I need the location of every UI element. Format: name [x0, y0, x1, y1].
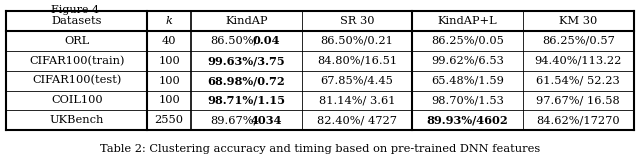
Text: 97.67%/ 16.58: 97.67%/ 16.58 [536, 95, 620, 106]
Text: 86.25%/0.57: 86.25%/0.57 [542, 36, 614, 46]
Text: Datasets: Datasets [52, 16, 102, 26]
Text: UKBench: UKBench [50, 115, 104, 125]
Text: 82.40%/ 4727: 82.40%/ 4727 [317, 115, 397, 125]
Text: 68.98%/0.72: 68.98%/0.72 [207, 75, 285, 86]
Text: Table 2: Clustering accuracy and timing based on pre-trained DNN features: Table 2: Clustering accuracy and timing … [100, 144, 540, 154]
Text: 89.67%/: 89.67%/ [210, 115, 257, 125]
Text: 2550: 2550 [155, 115, 184, 125]
Text: 84.62%/17270: 84.62%/17270 [536, 115, 620, 125]
Text: ORL: ORL [64, 36, 90, 46]
Text: 86.50%/0.21: 86.50%/0.21 [321, 36, 394, 46]
Text: 100: 100 [158, 76, 180, 86]
Text: 4034: 4034 [250, 115, 282, 126]
Text: 86.25%/0.05: 86.25%/0.05 [431, 36, 504, 46]
Text: 61.54%/ 52.23: 61.54%/ 52.23 [536, 76, 620, 86]
Text: k: k [166, 16, 173, 26]
Text: KindAP+L: KindAP+L [438, 16, 497, 26]
Text: 81.14%/ 3.61: 81.14%/ 3.61 [319, 95, 395, 106]
Text: 84.80%/16.51: 84.80%/16.51 [317, 56, 397, 66]
Text: 65.48%/1.59: 65.48%/1.59 [431, 76, 504, 86]
Text: KindAP: KindAP [225, 16, 268, 26]
Text: 67.85%/4.45: 67.85%/4.45 [321, 76, 394, 86]
Text: 89.93%/4602: 89.93%/4602 [427, 115, 508, 126]
Text: 99.63%/3.75: 99.63%/3.75 [207, 55, 285, 66]
Text: CIFAR100(test): CIFAR100(test) [32, 75, 122, 86]
Text: SR 30: SR 30 [340, 16, 374, 26]
Text: 100: 100 [158, 56, 180, 66]
Text: 0.04: 0.04 [252, 35, 280, 46]
Text: 98.71%/1.15: 98.71%/1.15 [207, 95, 285, 106]
Text: CIFAR100(train): CIFAR100(train) [29, 56, 125, 66]
Text: Figure 4: Figure 4 [51, 5, 99, 15]
Text: 94.40%/113.22: 94.40%/113.22 [534, 56, 622, 66]
Text: 86.50%/: 86.50%/ [210, 36, 257, 46]
Text: 98.70%/1.53: 98.70%/1.53 [431, 95, 504, 106]
Text: KM 30: KM 30 [559, 16, 597, 26]
Text: 40: 40 [162, 36, 176, 46]
Text: 100: 100 [158, 95, 180, 106]
Text: COIL100: COIL100 [51, 95, 102, 106]
Text: 99.62%/6.53: 99.62%/6.53 [431, 56, 504, 66]
